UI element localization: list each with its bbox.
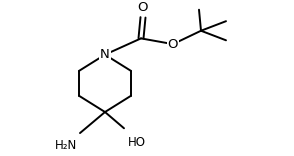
Text: O: O (168, 38, 178, 51)
Text: HO: HO (128, 136, 146, 149)
Text: H₂N: H₂N (55, 139, 77, 152)
Text: N: N (100, 48, 110, 61)
Text: O: O (138, 2, 148, 15)
